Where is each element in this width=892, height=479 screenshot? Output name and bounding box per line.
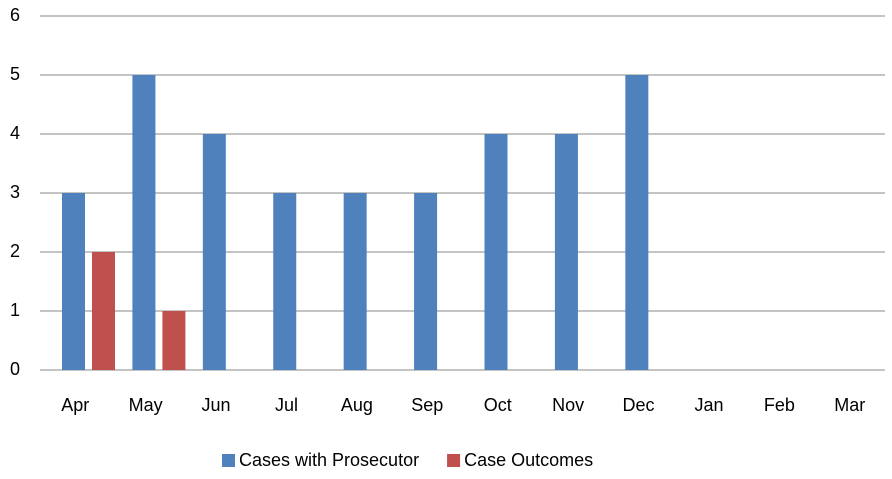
x-tick-label: Jul [275,395,298,415]
bar [92,252,115,370]
x-tick-label: Aug [341,395,373,415]
x-tick-label: Nov [552,395,584,415]
bar [202,134,226,370]
legend-swatch [222,454,235,467]
bar [162,311,186,370]
x-tick-label: May [129,395,163,415]
bar [554,134,578,370]
y-tick-label: 4 [10,123,20,143]
x-tick-label: Oct [484,395,512,415]
y-tick-label: 1 [10,300,20,320]
bar [343,193,367,370]
legend-swatch [447,454,461,467]
y-tick-label: 3 [10,182,20,202]
legend-label: Case Outcomes [464,450,593,470]
y-tick-label: 2 [10,241,20,261]
x-tick-label: Feb [764,395,795,415]
y-tick-label: 6 [10,5,20,25]
bar [273,193,297,370]
bar [625,75,649,370]
bar [62,193,85,370]
y-tick-label: 5 [10,64,20,84]
x-tick-label: Jun [202,395,231,415]
x-tick-label: Mar [834,395,865,415]
x-tick-label: Jan [694,395,723,415]
x-tick-label: Sep [411,395,443,415]
legend-label: Cases with Prosecutor [239,450,419,470]
y-tick-label: 0 [10,359,20,379]
bar [414,193,438,370]
bar [484,134,508,370]
x-tick-label: Dec [623,395,655,415]
bar [132,75,156,370]
x-tick-label: Apr [61,395,89,415]
